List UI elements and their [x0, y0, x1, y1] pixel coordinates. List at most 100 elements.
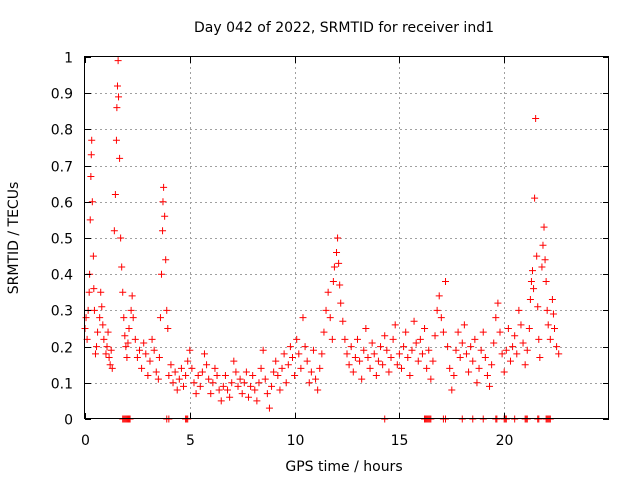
data-point [105, 353, 113, 361]
data-point [329, 277, 337, 285]
data-point [374, 357, 382, 365]
data-point [460, 321, 468, 329]
data-point [106, 361, 114, 369]
data-point [119, 288, 127, 296]
data-point [286, 343, 294, 351]
data-point [89, 252, 97, 260]
data-point [511, 332, 519, 340]
data-point [314, 386, 322, 394]
data-point [152, 368, 160, 376]
data-point [345, 361, 353, 369]
data-point [309, 346, 317, 354]
data-point [87, 151, 95, 159]
data-point [213, 372, 221, 380]
data-point [400, 343, 408, 351]
data-point [124, 339, 132, 347]
data-point [475, 364, 483, 372]
data-point [184, 357, 192, 365]
data-point [165, 372, 173, 380]
data-point [91, 350, 99, 358]
data-point [530, 285, 538, 293]
data-point [255, 379, 263, 387]
data-point [159, 198, 167, 206]
data-point [159, 227, 167, 235]
data-point [418, 350, 426, 358]
x-tick-labels: 0 5 10 15 20 [81, 433, 513, 449]
data-point [488, 361, 496, 369]
y-tick-label: 0.3 [51, 304, 73, 320]
y-tick-label: 0.1 [51, 377, 73, 393]
data-point [330, 263, 338, 271]
data-point [140, 339, 148, 347]
data-point [232, 368, 240, 376]
data-point [203, 361, 211, 369]
data-point [535, 335, 543, 343]
data-point [521, 361, 529, 369]
data-point [328, 335, 336, 343]
grid [85, 57, 609, 419]
data-point [173, 386, 181, 394]
plot-frame [84, 56, 609, 419]
y-tick-label: 0.6 [51, 196, 73, 212]
data-point [205, 375, 213, 383]
data-point [146, 357, 154, 365]
y-tick-label: 1 [64, 51, 73, 67]
data-point [395, 350, 403, 358]
data-point [82, 314, 90, 322]
data-point [347, 343, 355, 351]
data-point [532, 115, 540, 123]
data-point [194, 372, 202, 380]
data-point [113, 82, 121, 90]
data-point [383, 346, 391, 354]
data-point [427, 375, 435, 383]
data-point [128, 292, 136, 300]
data-point [164, 325, 172, 332]
y-tick-label: 0.7 [51, 160, 73, 176]
data-point [368, 339, 376, 347]
data-point [387, 353, 395, 361]
data-point [96, 314, 104, 322]
data-point [391, 321, 399, 329]
data-point [123, 353, 131, 361]
data-point [335, 259, 343, 267]
chart-title: Day 042 of 2022, SRMTID for receiver ind… [194, 20, 494, 36]
x-tick-label: 20 [496, 433, 514, 449]
data-point [334, 234, 342, 242]
x-axis-label: GPS time / hours [285, 459, 402, 475]
data-point [182, 372, 190, 380]
data-point [433, 306, 441, 314]
data-point [129, 314, 137, 322]
data-point [548, 296, 556, 304]
data-point [284, 361, 292, 369]
data-point [144, 372, 152, 380]
data-point [462, 350, 470, 358]
data-point [160, 183, 168, 191]
data-point [385, 368, 393, 376]
data-point [473, 379, 481, 387]
y-tick-label: 0.5 [51, 232, 73, 248]
data-point [320, 328, 328, 336]
data-point [156, 314, 164, 322]
data-point [450, 372, 458, 380]
data-point [498, 350, 506, 358]
data-point [295, 350, 303, 358]
data-point [500, 368, 508, 376]
data-point [555, 350, 563, 358]
data-point [533, 252, 541, 260]
data-point [303, 357, 311, 365]
data-point [88, 136, 96, 144]
data-point [444, 343, 452, 351]
data-point [230, 357, 238, 365]
data-point [337, 299, 345, 307]
data-point [177, 364, 185, 372]
data-point [200, 350, 208, 358]
data-point [416, 335, 424, 343]
data-point [305, 379, 313, 387]
data-point [122, 343, 130, 351]
data-point [502, 346, 510, 354]
data-point [526, 296, 534, 304]
data-point [389, 335, 397, 343]
data-point [494, 299, 502, 307]
data-point [234, 382, 242, 390]
data-point [171, 368, 179, 376]
